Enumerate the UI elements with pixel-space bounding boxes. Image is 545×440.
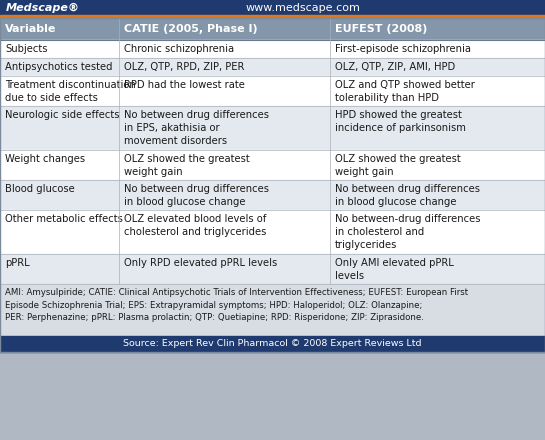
Text: OLZ and QTP showed better
tolerability than HPD: OLZ and QTP showed better tolerability t… bbox=[335, 80, 475, 103]
Bar bbox=[0, 40, 545, 58]
Text: Source: Expert Rev Clin Pharmacol © 2008 Expert Reviews Ltd: Source: Expert Rev Clin Pharmacol © 2008… bbox=[123, 340, 422, 348]
Text: No between-drug differences
in cholesterol and
triglycerides: No between-drug differences in cholester… bbox=[335, 214, 481, 249]
Bar bbox=[0, 58, 545, 76]
Bar bbox=[0, 0, 545, 18]
Text: OLZ elevated blood levels of
cholesterol and triglycerides: OLZ elevated blood levels of cholesterol… bbox=[124, 214, 267, 237]
Bar bbox=[0, 254, 545, 284]
Text: Medscape®: Medscape® bbox=[6, 3, 80, 13]
Text: Neurologic side effects: Neurologic side effects bbox=[5, 110, 119, 120]
Text: No between drug differences
in blood glucose change: No between drug differences in blood glu… bbox=[124, 184, 269, 207]
Text: No between drug differences
in EPS, akathisia or
movement disorders: No between drug differences in EPS, akat… bbox=[124, 110, 269, 146]
Text: No between drug differences
in blood glucose change: No between drug differences in blood glu… bbox=[335, 184, 480, 207]
Bar bbox=[0, 284, 545, 336]
Text: Subjects: Subjects bbox=[5, 44, 47, 54]
Text: Treatment discontinuation
due to side effects: Treatment discontinuation due to side ef… bbox=[5, 80, 136, 103]
Text: Variable: Variable bbox=[5, 24, 56, 34]
Text: RPD had the lowest rate: RPD had the lowest rate bbox=[124, 80, 245, 90]
Bar bbox=[0, 76, 545, 106]
Bar bbox=[0, 336, 545, 352]
Text: Weight changes: Weight changes bbox=[5, 154, 85, 164]
Text: www.medscape.com: www.medscape.com bbox=[245, 3, 360, 13]
Bar bbox=[0, 15, 545, 18]
Text: pPRL: pPRL bbox=[5, 258, 29, 268]
Bar bbox=[0, 18, 545, 40]
Bar bbox=[0, 106, 545, 150]
Text: Antipsychotics tested: Antipsychotics tested bbox=[5, 62, 112, 72]
Text: Only AMI elevated pPRL
levels: Only AMI elevated pPRL levels bbox=[335, 258, 454, 281]
Bar bbox=[0, 150, 545, 180]
Bar bbox=[0, 18, 545, 352]
Text: CATIE (2005, Phase I): CATIE (2005, Phase I) bbox=[124, 24, 258, 34]
Text: AMI: Amysulpiride; CATIE: Clinical Antipsychotic Trials of Intervention Effectiv: AMI: Amysulpiride; CATIE: Clinical Antip… bbox=[5, 288, 468, 322]
Text: EUFEST (2008): EUFEST (2008) bbox=[335, 24, 427, 34]
Text: OLZ, QTP, RPD, ZIP, PER: OLZ, QTP, RPD, ZIP, PER bbox=[124, 62, 244, 72]
Text: Other metabolic effects: Other metabolic effects bbox=[5, 214, 123, 224]
Text: Chronic schizophrenia: Chronic schizophrenia bbox=[124, 44, 234, 54]
Text: HPD showed the greatest
incidence of parkinsonism: HPD showed the greatest incidence of par… bbox=[335, 110, 466, 133]
Text: OLZ showed the greatest
weight gain: OLZ showed the greatest weight gain bbox=[335, 154, 461, 177]
Text: OLZ showed the greatest
weight gain: OLZ showed the greatest weight gain bbox=[124, 154, 250, 177]
Text: Blood glucose: Blood glucose bbox=[5, 184, 75, 194]
Text: OLZ, QTP, ZIP, AMI, HPD: OLZ, QTP, ZIP, AMI, HPD bbox=[335, 62, 455, 72]
Bar bbox=[0, 180, 545, 210]
Bar bbox=[0, 210, 545, 254]
Text: Only RPD elevated pPRL levels: Only RPD elevated pPRL levels bbox=[124, 258, 277, 268]
Text: First-episode schizophrenia: First-episode schizophrenia bbox=[335, 44, 471, 54]
